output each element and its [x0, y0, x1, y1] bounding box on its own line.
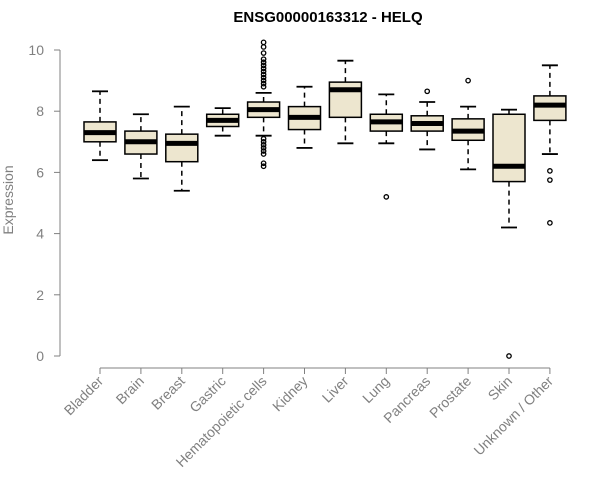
- outlier-point: [260, 59, 267, 66]
- outlier-point: [260, 80, 267, 87]
- outlier-point: [260, 39, 267, 46]
- x-tick-label: Skin: [485, 373, 516, 404]
- outlier-point: [547, 177, 553, 183]
- box-group: [165, 105, 199, 192]
- y-axis: 0 2 4 6 8 10: [28, 42, 61, 364]
- box-group: [410, 88, 444, 151]
- x-tick-label: Liver: [319, 373, 352, 406]
- outlier-point: [260, 83, 267, 90]
- outlier-point: [506, 353, 512, 359]
- outlier-point: [260, 148, 267, 154]
- box-group: [246, 39, 281, 170]
- y-tick-label: 4: [36, 226, 44, 242]
- box-group: [328, 59, 363, 145]
- y-tick-label: 2: [36, 287, 44, 303]
- outlier-point: [260, 74, 267, 81]
- x-tick-label: Breast: [148, 373, 188, 413]
- outlier-point: [260, 77, 267, 84]
- outlier-point: [260, 71, 267, 78]
- outlier-point: [465, 77, 471, 84]
- box-group: [492, 108, 526, 359]
- outlier-point: [260, 65, 267, 72]
- outlier-point: [260, 50, 267, 56]
- iqr-box: [165, 133, 199, 163]
- box-group: [369, 93, 404, 200]
- y-tick-label: 10: [28, 42, 44, 58]
- x-tick-label: Lung: [359, 373, 392, 406]
- boxes-layer: [83, 39, 567, 359]
- outlier-point: [260, 142, 267, 148]
- box-group: [287, 85, 322, 149]
- outlier-point: [260, 160, 267, 167]
- y-tick-label: 8: [36, 103, 44, 119]
- x-tick-label: Brain: [113, 373, 147, 407]
- iqr-box: [492, 113, 526, 183]
- x-tick-label: Prostate: [426, 373, 474, 421]
- box-group: [124, 113, 158, 180]
- outlier-point: [424, 88, 431, 95]
- outlier-point: [260, 138, 267, 145]
- x-tick-label: Bladder: [61, 373, 107, 419]
- chart-title: ENSG00000163312 - HELQ: [233, 9, 423, 26]
- outlier-point: [547, 220, 553, 226]
- box-group: [205, 107, 240, 137]
- box-group: [533, 64, 567, 226]
- x-tick-label: Kidney: [269, 373, 311, 415]
- y-tick-label: 0: [36, 348, 44, 364]
- outlier-point: [260, 44, 267, 50]
- box-group: [83, 90, 117, 162]
- outlier-point: [383, 194, 390, 200]
- outlier-point: [260, 135, 267, 142]
- y-tick-label: 6: [36, 164, 44, 180]
- outlier-point: [260, 56, 267, 63]
- outlier-point: [260, 163, 267, 170]
- box-group: [451, 77, 485, 171]
- outlier-point: [260, 145, 267, 151]
- iqr-box: [533, 95, 567, 122]
- outlier-point: [260, 151, 267, 157]
- outlier-point: [547, 168, 553, 174]
- outlier-point: [260, 62, 267, 69]
- y-axis-label: Expression: [0, 165, 16, 234]
- outlier-point: [260, 68, 267, 75]
